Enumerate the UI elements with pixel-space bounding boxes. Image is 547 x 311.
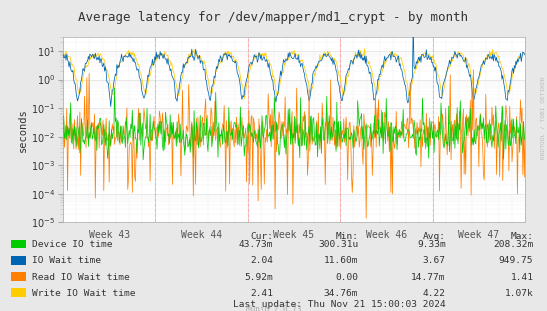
Text: 300.31u: 300.31u — [318, 240, 358, 249]
Text: IO Wait time: IO Wait time — [32, 257, 101, 265]
Text: Avg:: Avg: — [423, 232, 446, 241]
Y-axis label: seconds: seconds — [18, 108, 28, 152]
Text: RRDTOOL / TOBI OETIKER: RRDTOOL / TOBI OETIKER — [541, 77, 546, 160]
Text: 3.67: 3.67 — [423, 257, 446, 265]
Text: Last update: Thu Nov 21 15:00:03 2024: Last update: Thu Nov 21 15:00:03 2024 — [233, 299, 445, 309]
Text: Read IO Wait time: Read IO Wait time — [32, 273, 130, 281]
Text: Munin 2.0.73: Munin 2.0.73 — [246, 305, 301, 311]
Text: Device IO time: Device IO time — [32, 240, 112, 249]
Text: 5.92m: 5.92m — [245, 273, 274, 281]
Text: Max:: Max: — [510, 232, 533, 241]
Text: 949.75: 949.75 — [499, 257, 533, 265]
Text: Average latency for /dev/mapper/md1_crypt - by month: Average latency for /dev/mapper/md1_cryp… — [79, 11, 468, 24]
Text: 43.73m: 43.73m — [239, 240, 274, 249]
Text: Cur:: Cur: — [251, 232, 274, 241]
Text: 14.77m: 14.77m — [411, 273, 446, 281]
Text: 1.07k: 1.07k — [504, 289, 533, 298]
Text: Min:: Min: — [335, 232, 358, 241]
Text: 4.22: 4.22 — [423, 289, 446, 298]
Text: 34.76m: 34.76m — [324, 289, 358, 298]
Text: 0.00: 0.00 — [335, 273, 358, 281]
Text: 9.33m: 9.33m — [417, 240, 446, 249]
Text: Write IO Wait time: Write IO Wait time — [32, 289, 135, 298]
Text: 1.41: 1.41 — [510, 273, 533, 281]
Text: 2.41: 2.41 — [251, 289, 274, 298]
Text: 11.60m: 11.60m — [324, 257, 358, 265]
Text: 208.32m: 208.32m — [493, 240, 533, 249]
Text: 2.04: 2.04 — [251, 257, 274, 265]
